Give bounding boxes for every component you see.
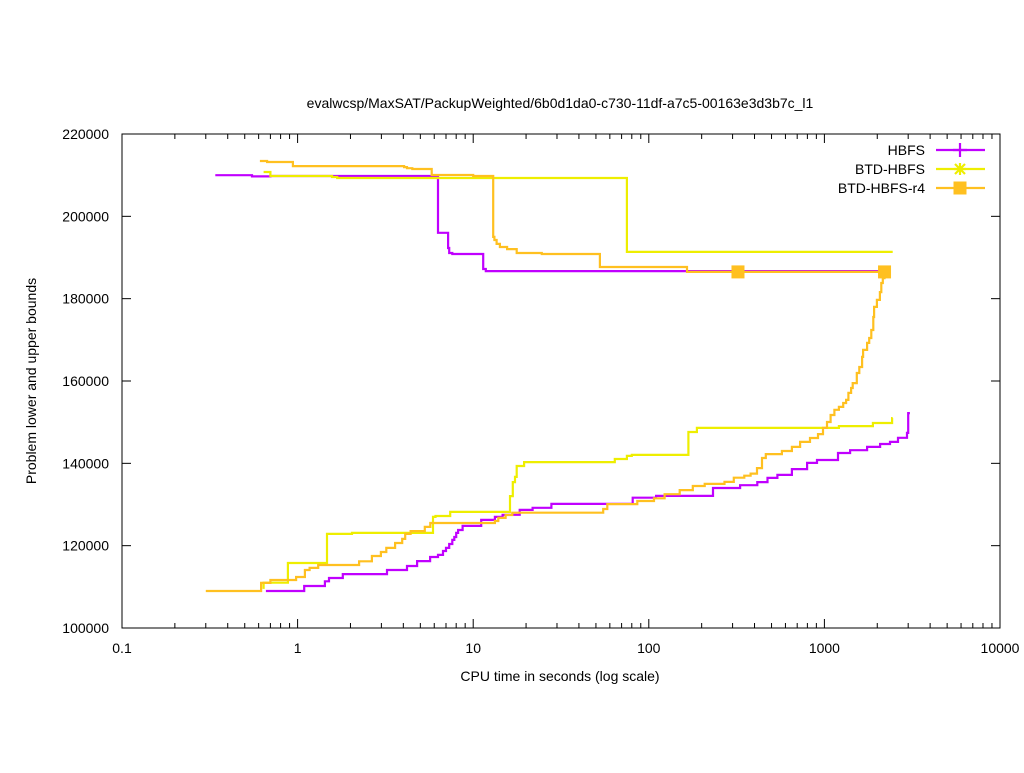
btd-hbfs-r4-lower-bound-line — [205, 271, 886, 593]
btd-hbfs-r4-upper-bound-line — [259, 159, 885, 273]
x-tick-label: 100 — [637, 640, 661, 656]
plot-border — [121, 133, 1001, 629]
y-tick-label: 120000 — [62, 538, 109, 554]
legend-label-btd-hbfs: BTD-HBFS — [855, 161, 925, 177]
plot-area — [205, 159, 910, 593]
y-axis-label: Problem lower and upper bounds — [23, 278, 39, 484]
y-tick-label: 160000 — [62, 373, 109, 389]
legend-plus-icon — [953, 143, 967, 157]
legend: HBFS BTD-HBFS BTD-HBFS-r4 — [838, 142, 985, 196]
legend-square-icon — [953, 181, 967, 195]
y-tick-label: 200000 — [62, 208, 109, 224]
btd-hbfs-upper-bound-line — [263, 170, 893, 253]
y-tick-label: 220000 — [62, 126, 109, 142]
legend-label-btd-hbfs-r4: BTD-HBFS-r4 — [838, 180, 925, 196]
btd-hbfs-r4-square-marker — [731, 265, 745, 279]
legend-label-hbfs: HBFS — [888, 142, 925, 158]
y-tick-label: 140000 — [62, 455, 109, 471]
hbfs-upper-bound-line — [215, 174, 887, 273]
y-tick-label: 100000 — [62, 620, 109, 636]
x-tick-label: 1 — [294, 640, 302, 656]
x-tick-label: 0.1 — [112, 640, 132, 656]
legend-star-icon — [954, 163, 966, 175]
x-axis-label: CPU time in seconds (log scale) — [460, 668, 659, 684]
axes: 100000 120000 140000 160000 180000 200000 2200… — [62, 126, 1019, 656]
x-tick-label: 10000 — [981, 640, 1020, 656]
x-tick-label: 10 — [465, 640, 481, 656]
chart-title: evalwcsp/MaxSAT/PackupWeighted/6b0d1da0-… — [307, 95, 814, 111]
hbfs-lower-bound-line — [265, 412, 910, 593]
y-tick-label: 180000 — [62, 291, 109, 307]
btd-hbfs-r4-square-marker — [878, 265, 892, 279]
btd-hbfs-lower-bound-line — [262, 417, 894, 589]
x-tick-label: 1000 — [809, 640, 840, 656]
